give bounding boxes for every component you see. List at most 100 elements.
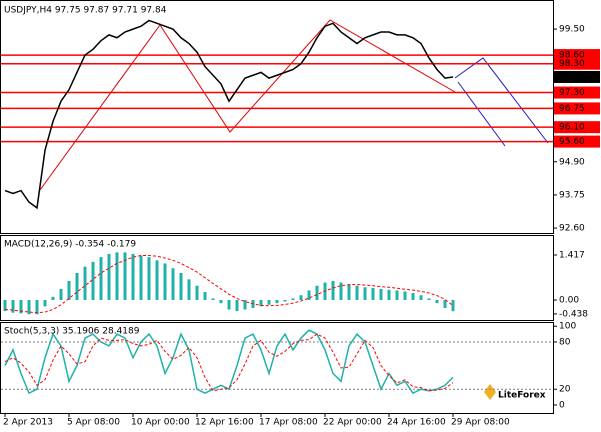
series-line <box>4 329 454 395</box>
y-tick-label: 99.50 <box>559 25 585 35</box>
histogram-bar <box>387 289 391 300</box>
y-tick-label: 92.60 <box>559 224 585 234</box>
x-tick-label: 10 Apr 00:00 <box>131 418 190 428</box>
histogram-bar <box>275 299 279 304</box>
histogram-bar <box>11 299 15 313</box>
x-tick-label: 17 Apr 08:00 <box>259 418 318 428</box>
logo-icon <box>484 384 496 400</box>
histogram-bar <box>131 253 135 300</box>
histogram-bar <box>443 299 447 308</box>
histogram-bar <box>195 285 199 300</box>
y-tick-label: 97.30 <box>559 88 585 98</box>
price-label-bg <box>554 135 600 148</box>
series-line <box>4 255 454 314</box>
histogram-bar <box>3 299 7 312</box>
y-tick-label: 20 <box>559 385 571 395</box>
histogram-bar <box>451 299 455 312</box>
histogram-bar <box>35 299 39 315</box>
histogram-bar <box>211 298 215 300</box>
histogram-bar <box>307 290 311 300</box>
y-tick-label: 95.60 <box>559 137 585 147</box>
price-label-bg <box>554 57 600 70</box>
histogram-bar <box>435 299 439 304</box>
histogram-bar <box>107 253 111 300</box>
logo: LiteForex <box>484 384 546 401</box>
histogram-bar <box>227 299 231 310</box>
logo-text: LiteForex <box>498 391 546 401</box>
histogram-bar <box>243 299 247 310</box>
histogram-bar <box>51 296 55 300</box>
histogram-bar <box>331 280 335 300</box>
histogram-bar <box>115 252 119 300</box>
y-tick-label: 98.60 <box>559 51 585 61</box>
histogram-bar <box>371 287 375 300</box>
histogram-bar <box>91 261 95 300</box>
x-tick-label: 22 Apr 00:00 <box>323 418 382 428</box>
histogram-bar <box>155 260 159 300</box>
histogram-bar <box>163 263 167 300</box>
y-tick-label: 96.10 <box>559 123 585 133</box>
panel-title: USDJPY,H4 97.75 97.87 97.71 97.84 <box>4 6 167 16</box>
histogram-bar <box>75 272 79 300</box>
x-tick-label: 2 Apr 2013 <box>3 418 53 428</box>
macd-panel <box>0 235 554 321</box>
histogram-bar <box>171 268 175 300</box>
series-line <box>4 333 454 392</box>
histogram-bar <box>363 287 367 300</box>
panel-title: Stoch(5,3,3) 35.1906 28.4189 <box>4 327 140 337</box>
price-label-bg <box>554 86 600 99</box>
y-tick-label: 0.00 <box>559 295 579 305</box>
y-tick-label: 97.84 <box>559 72 585 82</box>
panel-layer <box>3 252 455 315</box>
stoch-panel <box>0 322 554 414</box>
y-tick-label: 94.90 <box>559 157 585 167</box>
projection-line <box>454 57 549 144</box>
histogram-bar <box>403 291 407 300</box>
histogram-bar <box>99 257 103 300</box>
histogram-bar <box>59 288 63 300</box>
histogram-bar <box>27 299 31 315</box>
histogram-bar <box>179 272 183 300</box>
histogram-bar <box>283 299 287 302</box>
histogram-bar <box>235 299 239 312</box>
price-label-bg <box>554 121 600 134</box>
histogram-bar <box>291 298 295 300</box>
x-tick-label: 5 Apr 08:00 <box>67 418 120 428</box>
y-tick-label: 80 <box>559 337 571 347</box>
zigzag-line <box>39 19 456 191</box>
y-tick-label: -0.438 <box>559 309 588 319</box>
histogram-bar <box>427 298 431 300</box>
x-tick-label: 12 Apr 16:00 <box>195 418 254 428</box>
y-tick-label: 100 <box>559 322 576 332</box>
histogram-bar <box>339 282 343 300</box>
histogram-bar <box>139 255 143 300</box>
histogram-bar <box>67 280 71 300</box>
histogram-bar <box>355 285 359 300</box>
panel-title: MACD(12,26,9) -0.354 -0.179 <box>4 240 136 250</box>
panel-layer <box>1 329 553 395</box>
panel-layer <box>1 19 553 210</box>
y-tick-label: 0 <box>559 400 565 410</box>
histogram-bar <box>187 279 191 300</box>
y-tick-label: 98.30 <box>559 59 585 69</box>
series-line <box>4 19 454 210</box>
y-tick-label: 96.75 <box>559 104 585 114</box>
histogram-bar <box>395 290 399 300</box>
price-label-bg <box>554 102 600 115</box>
y-tick-label: 1.417 <box>559 250 585 260</box>
histogram-bar <box>19 299 23 314</box>
price-label-bg <box>554 70 600 83</box>
histogram-bar <box>315 285 319 300</box>
histogram-bar <box>267 299 271 305</box>
histogram-bar <box>411 293 415 300</box>
histogram-bar <box>347 284 351 300</box>
histogram-bar <box>299 295 303 300</box>
histogram-bar <box>123 252 127 300</box>
y-tick-label: 93.75 <box>559 190 585 200</box>
main-panel <box>0 0 554 234</box>
histogram-bar <box>147 257 151 300</box>
histogram-bar <box>43 299 47 307</box>
histogram-bar <box>419 295 423 300</box>
